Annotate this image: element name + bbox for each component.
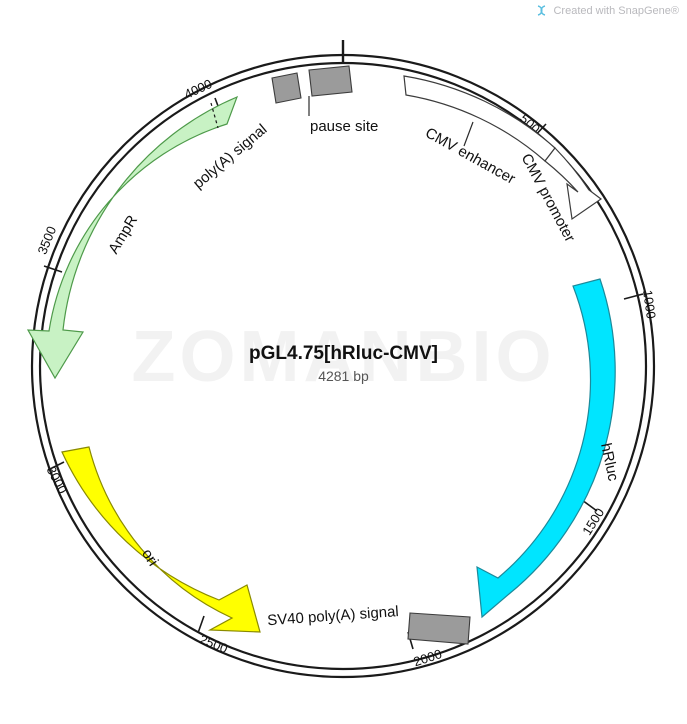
tick-mark (197, 615, 205, 634)
ruler-tick-1000: 1000 (623, 289, 659, 320)
feature-label-cmv-enhancer: CMV enhancer (422, 124, 518, 187)
snapgene-logo-glyph (538, 5, 546, 16)
snapgene-credit-text: Created with SnapGene® (553, 4, 679, 17)
snapgene-logo-icon (535, 4, 548, 17)
plasmid-size: 4281 bp (318, 368, 369, 384)
snapgene-credit: Created with SnapGene® (535, 4, 679, 17)
feature-label-ori: ori (138, 546, 161, 569)
tick-label-3500: 3500 (34, 224, 59, 256)
tick-label-2500: 2500 (197, 631, 229, 656)
backbone-inner-circle (38, 61, 648, 671)
ruler-tick-3000: 3000 (44, 461, 70, 496)
leader-line-cmv-enhancer (463, 121, 474, 147)
feature-label-ampr: AmpR (105, 212, 141, 257)
feature-hrluc[interactable]: hRluc (476, 278, 622, 619)
feature-cmv-promoter[interactable]: CMV promoter (518, 147, 603, 245)
plasmid-name: pGL4.75[hRluc-CMV] (249, 343, 438, 364)
tick-label-1000: 1000 (640, 289, 659, 320)
feature-shape-hrluc[interactable] (476, 278, 616, 619)
feature-shape-cmv-promoter[interactable] (544, 147, 603, 221)
feature-divider-polya-signal (210, 102, 219, 129)
feature-label-hrluc: hRluc (597, 442, 622, 484)
feature-pause-site[interactable]: pause site (271, 65, 378, 135)
backbone-outer-circle (30, 53, 656, 679)
feature-shape-pause-site[interactable] (308, 65, 353, 97)
tick-mark (623, 293, 644, 300)
feature-shape-ampr[interactable] (26, 95, 239, 380)
tick-mark (43, 265, 63, 273)
feature-sv40-polya-signal[interactable]: SV40 poly(A) signal (267, 603, 471, 645)
feature-label-pause-site: pause site (310, 118, 378, 135)
feature-shape-ori[interactable] (61, 446, 261, 633)
tick-mark (581, 499, 598, 512)
tick-mark (47, 461, 65, 471)
tick-label-4000: 4000 (182, 76, 215, 102)
ruler-tick-1500: 1500 (579, 499, 607, 538)
feature-shape-pause-site-left[interactable] (271, 72, 302, 104)
feature-label-sv40-polya-signal: SV40 poly(A) signal (267, 603, 400, 629)
feature-shape-sv40-polya-signal[interactable] (407, 612, 471, 645)
feature-ori[interactable]: ori (61, 446, 261, 633)
